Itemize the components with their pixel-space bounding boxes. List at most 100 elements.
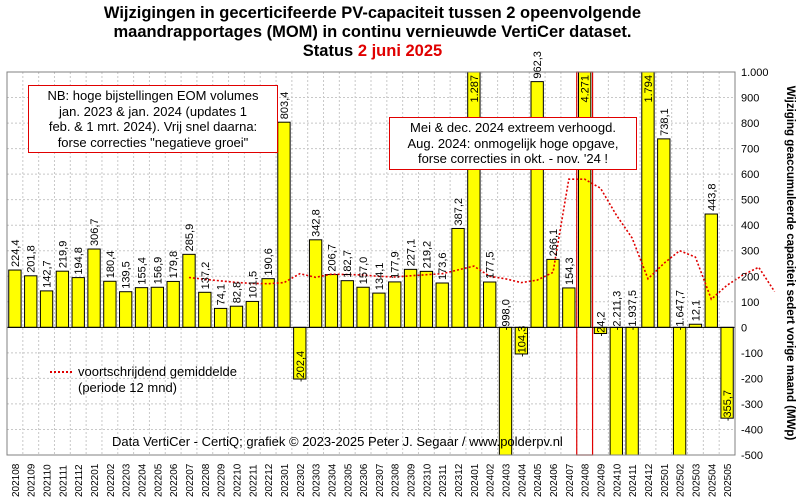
bar-value-label: 82,8	[231, 282, 243, 303]
bar-value-label: 180,4	[105, 251, 117, 279]
y-axis-title: Wijziging geaccumuleerde capaciteit sede…	[784, 86, 796, 441]
annotation-left-line-2: jan. 2023 & jan. 2024 (updates 1	[59, 103, 247, 119]
bar	[451, 227, 465, 328]
bar	[435, 282, 449, 328]
bar-value-label: -998,0	[501, 299, 513, 330]
y-tick-label: -300	[741, 399, 763, 411]
x-tick-label: 202401	[470, 463, 481, 497]
x-tick-label: 202206	[169, 463, 180, 497]
bar	[39, 290, 54, 328]
annotation-right-line-3: forse correcties in okt. - nov. '24 !	[417, 151, 609, 166]
bar-value-label: 285,9	[184, 224, 196, 252]
bar-value-label: 219,9	[57, 241, 69, 269]
x-tick-label: 202309	[407, 463, 418, 497]
bar	[356, 286, 370, 328]
x-tick-label: 202201	[90, 463, 101, 497]
y-tick-label: 200	[741, 271, 759, 283]
bar-value-label: 155,4	[137, 257, 149, 285]
x-tick-label: 202412	[644, 463, 655, 497]
y-tick-label: 0	[741, 322, 747, 334]
bar	[467, 71, 481, 328]
bar-value-label: 134,1	[374, 263, 386, 291]
annotation-left: NB: hoge bijstellingen EOM volumes jan. …	[28, 85, 278, 153]
x-tick-label: 202208	[201, 463, 212, 497]
x-tick-label: 202402	[486, 463, 497, 497]
title-line-2: maandrapportages (MOM) in continu vernie…	[113, 23, 632, 41]
title-status-date: 2 juni 2025	[357, 42, 443, 60]
bar-value-label: -1.937,5	[627, 290, 639, 330]
bar	[372, 292, 386, 328]
x-tick-label: 202308	[391, 463, 402, 497]
bar	[562, 287, 576, 328]
x-tick-label: 202202	[106, 463, 117, 497]
bar	[625, 326, 639, 456]
bar-value-label: 142,7	[42, 260, 54, 288]
bar-value-label: 219,2	[421, 241, 433, 269]
chart-title: Wijzigingen in gecerticifeerde PV-capaci…	[0, 4, 745, 61]
bar	[419, 270, 434, 328]
y-tick-label: 300	[741, 246, 759, 258]
x-tick-label: 202307	[375, 463, 386, 497]
bar-value-label: 177,5	[485, 251, 497, 279]
bar-value-label: 4.271	[580, 75, 592, 103]
annotation-left-line-4: forse correcties "negatieve groei"	[57, 134, 249, 150]
bar	[55, 270, 70, 328]
bar-value-label: -104,3	[516, 326, 528, 357]
bar	[657, 138, 671, 328]
y-tick-label: 900	[741, 93, 759, 105]
bar	[672, 326, 687, 456]
legend: voortschrijdend gemiddelde (periode 12 m…	[50, 364, 237, 395]
x-tick-label: 202312	[454, 463, 465, 497]
bar	[277, 121, 291, 328]
x-tick-label: 202505	[723, 463, 734, 497]
bar	[609, 326, 623, 456]
bar-value-label: 154,3	[564, 257, 576, 285]
moving-average	[188, 178, 776, 301]
y-tick-label: -200	[741, 373, 763, 385]
bar	[704, 213, 718, 328]
x-tick-label: 202109	[27, 463, 38, 497]
x-tick-label: 202310	[422, 463, 433, 497]
bar-value-label: 306,7	[89, 218, 101, 246]
bar	[483, 281, 497, 328]
bar-value-label: 179,8	[168, 251, 180, 279]
annotation-right: Mei & dec. 2024 extreem verhoogd. Aug. 2…	[389, 117, 637, 170]
bar-value-label: 224,4	[10, 240, 22, 268]
y-tick-label: -400	[741, 424, 763, 436]
bar	[261, 278, 275, 328]
x-tick-label: 202209	[217, 463, 228, 497]
bar	[388, 281, 402, 328]
x-tick-label: 202410	[612, 463, 623, 497]
legend-label-line-1: voortschrijdend gemiddelde	[78, 364, 237, 379]
bar	[403, 268, 418, 328]
bar-value-label: 139,5	[121, 261, 133, 289]
x-tick-label: 202303	[312, 463, 323, 497]
x-tick-label: 202304	[327, 463, 338, 497]
x-tick-label: 202504	[707, 463, 718, 497]
bar-value-label: 201,8	[26, 245, 38, 273]
bar	[213, 307, 228, 328]
annotation-left-line-3: feb. & 1 mrt. 2024). Vrij snel daarna:	[48, 119, 258, 134]
x-tick-label: 202108	[11, 463, 22, 497]
bar-value-label: -355,7	[722, 390, 734, 421]
y-tick-label: 100	[741, 297, 759, 309]
bar	[198, 291, 212, 328]
bar	[71, 277, 85, 328]
y-tick-label: 400	[741, 220, 759, 232]
title-line-3: Status 2 juni 2025	[0, 42, 745, 61]
annotation-right-line-1: Mei & dec. 2024 extreem verhoogd.	[410, 120, 616, 135]
x-tick-label: 202403	[502, 463, 513, 497]
title-line-1: Wijzigingen in gecerticifeerde PV-capaci…	[103, 4, 642, 22]
bar-value-label: -202,4	[295, 351, 307, 382]
bar	[324, 274, 339, 328]
bar-value-label: 194,8	[73, 247, 85, 275]
x-tick-label: 202205	[153, 463, 164, 497]
bar-value-label: 443,8	[706, 183, 718, 211]
bar-value-label: 137,2	[200, 262, 212, 290]
x-tick-label: 202407	[565, 463, 576, 497]
bar	[340, 280, 354, 328]
bar-value-label: 157,0	[358, 257, 370, 285]
y-tick-label: 1.000	[741, 67, 769, 79]
